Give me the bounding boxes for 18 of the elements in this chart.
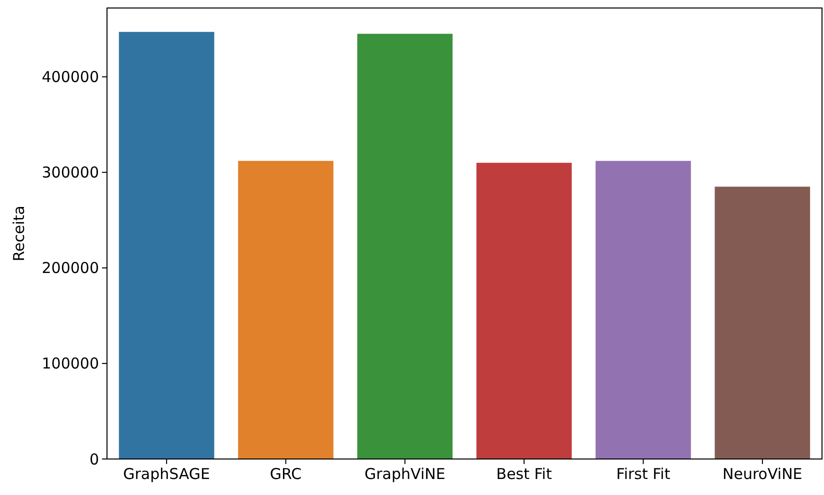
- bar: [714, 186, 810, 459]
- bar: [118, 32, 214, 459]
- y-tick-label: 300000: [42, 164, 99, 182]
- bar: [357, 34, 453, 459]
- x-tick-label: GraphViNE: [364, 465, 446, 483]
- x-tick-label: GRC: [270, 465, 302, 483]
- bar: [238, 160, 334, 459]
- y-tick-label: 400000: [42, 68, 99, 86]
- x-tick-label: GraphSAGE: [123, 465, 210, 483]
- y-tick-label: 0: [89, 450, 99, 468]
- y-tick-label: 200000: [42, 259, 99, 278]
- y-tick-label: 100000: [42, 354, 99, 373]
- x-tick-label: Best Fit: [496, 465, 552, 483]
- bar: [476, 162, 572, 459]
- x-tick-label: First Fit: [616, 465, 670, 483]
- y-axis-title: Receita: [10, 206, 28, 262]
- bar: [596, 160, 691, 459]
- x-tick-label: NeuroViNE: [722, 465, 802, 483]
